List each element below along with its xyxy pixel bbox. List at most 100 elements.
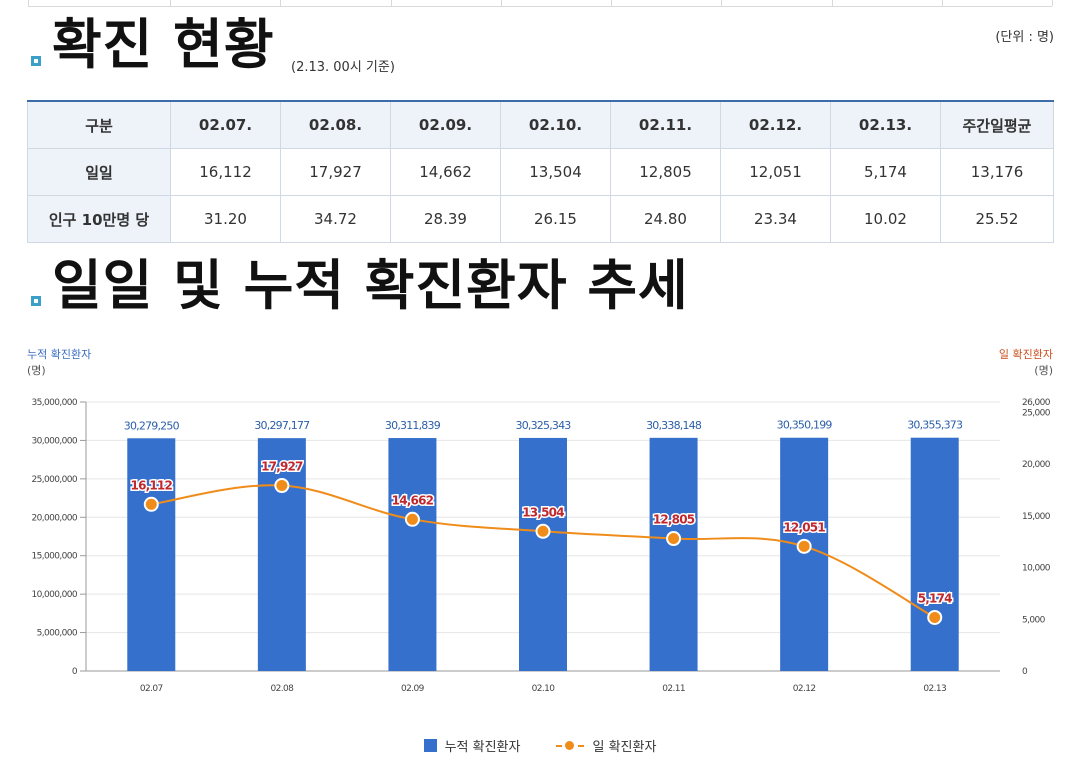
legend-bar-swatch-icon xyxy=(423,739,437,752)
table-cell: 23.34 xyxy=(720,195,831,243)
table-cell: 12,805 xyxy=(610,148,721,196)
x-axis-tick-label: 02.07 xyxy=(140,684,163,694)
x-axis-tick-label: 02.13 xyxy=(923,684,946,694)
section-bullet-icon xyxy=(31,296,41,306)
x-axis-tick-label: 02.10 xyxy=(532,684,556,694)
legend-label: 누적 확진환자 xyxy=(444,740,521,755)
right-axis-tick-label: 0 xyxy=(1022,667,1028,677)
column-header: 02.10. xyxy=(500,100,611,149)
bar-value-label: 30,279,250 xyxy=(124,419,180,432)
line-point xyxy=(927,609,943,625)
table-cell: 26.15 xyxy=(500,195,611,243)
column-header: 02.09. xyxy=(390,100,501,149)
legend-item-line[interactable]: 일 확진환자 xyxy=(556,736,656,755)
left-axis-tick-label: 0 xyxy=(72,667,78,677)
bar-value-label: 30,297,177 xyxy=(254,419,310,432)
table-cell: 25.52 xyxy=(940,195,1054,243)
table-cell: 34.72 xyxy=(280,195,391,243)
table-cell: 10.02 xyxy=(830,195,941,243)
bar-value-label: 30,355,373 xyxy=(907,419,963,432)
x-axis-tick-label: 02.11 xyxy=(662,684,685,694)
x-axis-tick-label: 02.09 xyxy=(401,684,425,694)
bar-value-label: 30,325,343 xyxy=(516,419,572,432)
column-header: 주간일평균 xyxy=(940,100,1054,149)
table-cell: 31.20 xyxy=(170,195,281,243)
table-cell: 14,662 xyxy=(390,148,501,196)
row-label: 일일 xyxy=(27,148,171,196)
line-value-label: 12,805 xyxy=(653,513,695,527)
section-subtitle: (2.13. 00시 기준) xyxy=(291,60,395,75)
table-row: 인구 10만명 당 31.20 34.72 28.39 26.15 24.80 … xyxy=(27,195,1054,243)
bar xyxy=(127,438,176,671)
left-axis-tick-label: 30,000,000 xyxy=(31,436,77,446)
x-axis-tick-label: 02.12 xyxy=(793,684,816,694)
table-header-row: 구분 02.07. 02.08. 02.09. 02.10. 02.11. 02… xyxy=(27,100,1054,149)
left-axis-title: 누적 확진환자 xyxy=(27,348,91,361)
line-point xyxy=(274,478,290,494)
line-value-label: 14,662 xyxy=(392,493,434,507)
table-cell: 17,927 xyxy=(280,148,391,196)
unit-label: (단위 : 명) xyxy=(995,30,1054,45)
legend-item-bar[interactable]: 누적 확진환자 xyxy=(423,736,521,755)
bar xyxy=(519,437,567,671)
section-bullet-icon xyxy=(31,56,41,66)
line-value-label: 13,504 xyxy=(522,505,564,519)
bar xyxy=(388,438,437,671)
line-point xyxy=(143,496,159,512)
table-row: 일일 16,112 17,927 14,662 13,504 12,805 12… xyxy=(27,148,1054,196)
column-header: 02.12. xyxy=(720,100,831,149)
x-axis-tick-label: 02.08 xyxy=(270,684,294,694)
status-table: 구분 02.07. 02.08. 02.09. 02.10. 02.11. 02… xyxy=(27,100,1054,243)
bar xyxy=(257,438,306,671)
table-cell: 16,112 xyxy=(170,148,281,196)
right-axis-tick-label: 5,000 xyxy=(1022,615,1046,625)
left-axis-tick-label: 20,000,000 xyxy=(31,513,77,523)
table-cell: 13,504 xyxy=(500,148,611,196)
left-axis-unit: (명) xyxy=(27,364,46,377)
left-axis-tick-label: 25,000,000 xyxy=(31,475,77,485)
line-point xyxy=(535,523,551,539)
bar xyxy=(910,437,959,671)
line-value-label: 17,927 xyxy=(261,460,303,474)
bar-value-label: 30,350,199 xyxy=(777,419,833,432)
table-cell: 12,051 xyxy=(720,148,831,196)
trend-chart: 누적 확진환자 (명) 일 확진환자 (명) 0 5,000,000 10,000,… xyxy=(27,347,1053,694)
table-cell: 5,174 xyxy=(830,148,941,196)
top-divider xyxy=(0,0,1080,8)
legend-line-swatch-icon xyxy=(556,739,585,752)
right-axis-tick-label: 15,000 xyxy=(1022,512,1051,522)
column-header: 02.11. xyxy=(610,100,721,149)
row-label: 인구 10만명 당 xyxy=(27,195,171,243)
left-axis-tick-label: 10,000,000 xyxy=(31,590,77,600)
line-value-label: 5,174 xyxy=(918,591,952,605)
bar xyxy=(649,437,698,671)
table-cell: 28.39 xyxy=(390,195,501,243)
section-title-trend: 일일 및 누적 확진환자 추세 xyxy=(52,254,689,317)
column-header: 구분 xyxy=(27,100,171,149)
column-header: 02.13. xyxy=(830,100,941,149)
column-header: 02.07. xyxy=(170,100,281,149)
left-axis-tick-label: 5,000,000 xyxy=(37,629,78,639)
bar-value-label: 30,311,839 xyxy=(385,419,441,432)
right-axis-tick-label: 20,000 xyxy=(1022,460,1051,470)
left-axis-tick-label: 35,000,000 xyxy=(31,398,77,408)
bar-value-label: 30,338,148 xyxy=(646,419,702,432)
legend-label: 일 확진환자 xyxy=(592,740,657,755)
line-point xyxy=(796,538,812,554)
line-value-label: 16,112 xyxy=(131,478,173,492)
right-axis-unit: (명) xyxy=(1034,364,1053,377)
right-axis-tick-label: 10,000 xyxy=(1022,564,1051,574)
line-point xyxy=(404,511,420,527)
chart-legend: 누적 확진환자 일 확진환자 xyxy=(0,736,1080,755)
table-cell: 13,176 xyxy=(940,148,1054,196)
left-axis-tick-label: 15,000,000 xyxy=(31,552,77,562)
table-cell: 24.80 xyxy=(610,195,721,243)
right-axis-tick-label: 26,000 xyxy=(1022,398,1051,408)
right-axis-tick-label: 25,000 xyxy=(1022,408,1051,418)
line-value-label: 12,051 xyxy=(783,520,825,534)
right-axis-title: 일 확진환자 xyxy=(999,347,1053,361)
line-point xyxy=(666,531,682,547)
column-header: 02.08. xyxy=(280,100,391,149)
bar xyxy=(780,437,829,671)
section-title-status: 확진 현황 xyxy=(52,13,275,76)
